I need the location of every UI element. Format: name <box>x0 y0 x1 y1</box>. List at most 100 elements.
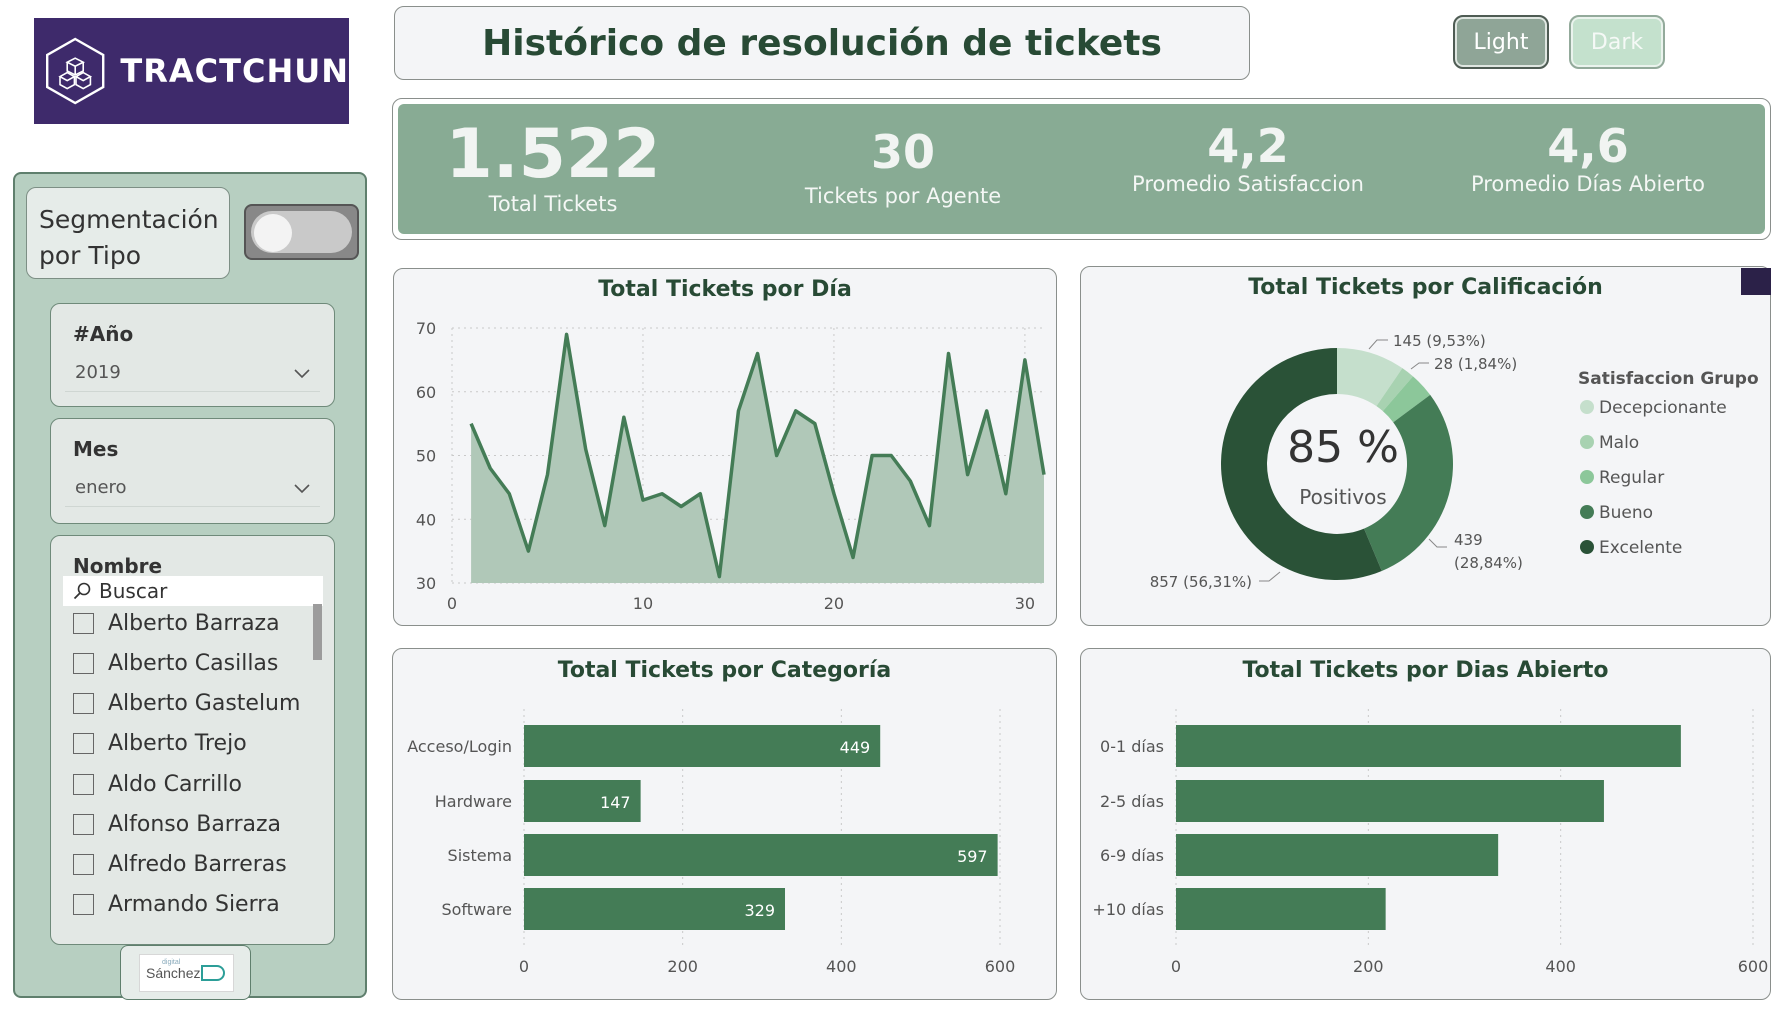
bar[interactable] <box>1176 888 1386 930</box>
legend-marker <box>1580 470 1594 484</box>
name-option-label: Armando Sierra <box>108 891 280 917</box>
x-tick-label: 0 <box>447 594 457 613</box>
bar[interactable] <box>1176 834 1499 876</box>
x-tick-label: 200 <box>1353 957 1384 976</box>
legend-entry[interactable]: Decepcionante <box>1599 398 1727 418</box>
dark-theme-button[interactable]: Dark <box>1569 15 1665 69</box>
legend-marker <box>1580 400 1594 414</box>
legend-title: Satisfaccion Grupo <box>1578 369 1759 389</box>
y-tick-label: 30 <box>416 574 436 593</box>
list-scrollbar[interactable] <box>313 604 322 660</box>
corner-marker <box>1741 268 1771 295</box>
footer-logo-button[interactable]: digital Sánchez <box>120 945 251 1000</box>
data-label: 857 (56,31%) <box>1150 573 1252 591</box>
bar[interactable] <box>1176 780 1604 822</box>
legend-entry[interactable]: Excelente <box>1599 538 1682 558</box>
checkbox[interactable] <box>73 813 94 835</box>
kpi-value: 4,6 <box>1547 119 1629 173</box>
checkbox[interactable] <box>73 853 94 875</box>
y-tick-label: 40 <box>416 510 436 529</box>
data-label: 145 (9,53%) <box>1393 332 1486 350</box>
legend-entry[interactable]: Regular <box>1599 468 1664 488</box>
name-option-label: Alfredo Barreras <box>108 851 287 877</box>
chart-title: Total Tickets por Calificación <box>1248 275 1603 300</box>
checkbox[interactable] <box>73 692 94 714</box>
name-option[interactable]: Alberto Casillas <box>73 648 278 678</box>
footer-logo-name: Sánchez <box>146 965 201 981</box>
legend-entry[interactable]: Malo <box>1599 433 1639 453</box>
year-dropdown[interactable]: 2019 <box>65 354 320 392</box>
chart-card-category: Total Tickets por Categoría 0 200 400 600 Ac… <box>392 648 1057 1000</box>
bar-value-label: 449 <box>840 738 871 757</box>
chevron-down-icon <box>294 369 310 379</box>
bar[interactable] <box>524 888 786 930</box>
legend-marker <box>1580 435 1594 449</box>
chevron-down-icon <box>294 484 310 494</box>
x-tick-label: 600 <box>1738 957 1769 976</box>
chart-title: Total Tickets por Día <box>598 277 852 302</box>
name-option[interactable]: Alberto Trejo <box>73 728 247 758</box>
year-filter: #Año 2019 <box>50 303 335 407</box>
checkbox[interactable] <box>73 652 94 674</box>
pie-slice <box>1376 368 1413 412</box>
donut-chart-calification: 85 % Positivos 145 (9,53%) 28 (1,84%) 439 (28… <box>1150 332 1759 591</box>
name-option[interactable]: Alberto Gastelum <box>73 688 300 718</box>
d-logo-icon <box>201 965 225 981</box>
bar[interactable] <box>524 725 881 767</box>
donut-center-value: 85 % <box>1287 422 1399 473</box>
leader-line <box>1410 362 1429 370</box>
bar-value-label: 329 <box>744 901 775 920</box>
month-dropdown[interactable]: enero <box>65 469 320 507</box>
legend-marker <box>1580 540 1594 554</box>
brand-name: TRACTCHUN <box>120 52 349 90</box>
x-tick-label: 200 <box>667 957 698 976</box>
category-label: 2-5 días <box>1100 792 1164 811</box>
kpi-label: Tickets por Agente <box>804 184 1002 208</box>
x-tick-label: 600 <box>985 957 1016 976</box>
name-option[interactable]: Alfredo Barreras <box>73 849 287 879</box>
bar[interactable] <box>524 834 998 876</box>
segmentation-toggle[interactable] <box>244 204 359 260</box>
leader-line <box>1428 538 1447 548</box>
category-label: Sistema <box>448 846 512 865</box>
donut-center-label: Positivos <box>1299 485 1386 509</box>
toggle-track <box>251 211 352 253</box>
kpi-value: 1.522 <box>445 115 661 194</box>
month-filter-label: Mes <box>73 437 119 461</box>
checkbox[interactable] <box>73 612 94 634</box>
leader-line <box>1259 571 1281 582</box>
name-filter-label: Nombre <box>73 554 163 578</box>
name-search-input[interactable]: Buscar <box>63 576 323 606</box>
bar-chart-category: 0 200 400 600 Acceso/Login 449 Hardware 147 Sist… <box>407 709 1016 976</box>
kpi-value: 4,2 <box>1207 119 1289 173</box>
checkbox[interactable] <box>73 893 94 915</box>
name-option-label: Alfonso Barraza <box>108 811 282 837</box>
bar[interactable] <box>524 780 641 822</box>
name-option[interactable]: Aldo Carrillo <box>73 769 242 799</box>
name-option-label: Alberto Trejo <box>108 730 247 756</box>
bar[interactable] <box>1176 725 1681 767</box>
year-dropdown-value: 2019 <box>75 362 121 383</box>
bar-chart-days-open: 0 200 400 600 0-1 días 2-5 días 6-9 días +10 dí… <box>1092 709 1769 976</box>
light-theme-button[interactable]: Light <box>1453 15 1549 69</box>
name-option-label: Alberto Barraza <box>108 610 280 636</box>
name-option[interactable]: Armando Sierra <box>73 889 280 919</box>
name-filter: Nombre Buscar Alberto Barraza Alberto Ca… <box>50 535 335 945</box>
checkbox[interactable] <box>73 773 94 795</box>
name-option[interactable]: Alfonso Barraza <box>73 809 281 839</box>
search-placeholder: Buscar <box>99 579 168 603</box>
x-tick-label: 0 <box>519 957 529 976</box>
kpi-total-tickets: 1.522 Total Tickets <box>438 114 668 216</box>
x-tick-label: 10 <box>633 594 653 613</box>
pie-slice <box>1364 394 1453 572</box>
y-tick-label: 70 <box>416 319 436 338</box>
month-dropdown-value: enero <box>75 477 127 498</box>
data-label: 439 <box>1454 531 1483 549</box>
name-option[interactable]: Alberto Barraza <box>73 608 280 638</box>
checkbox[interactable] <box>73 732 94 754</box>
legend-entry[interactable]: Bueno <box>1599 503 1653 523</box>
kpi-value: 30 <box>870 125 935 179</box>
footer-logo: digital Sánchez <box>139 954 234 992</box>
category-label: +10 días <box>1092 900 1164 919</box>
pie-slice <box>1337 348 1403 407</box>
